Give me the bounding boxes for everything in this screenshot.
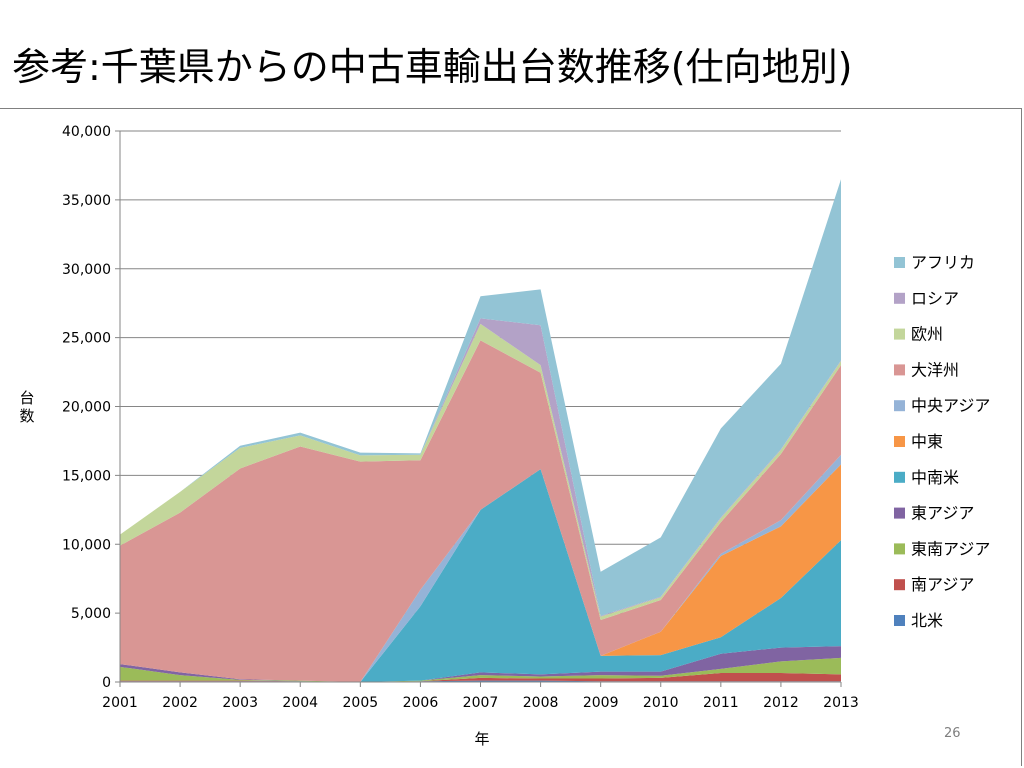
area-series-2 (120, 657, 841, 682)
legend-label-10: 北米 (911, 611, 943, 630)
x-tick-label-5: 2006 (403, 695, 439, 711)
legend-label-0: アフリカ (911, 253, 975, 272)
x-tick-label-11: 2012 (763, 695, 799, 711)
legend-swatch-0 (894, 257, 905, 268)
y-tick-label-3: 15,000 (62, 468, 111, 484)
y-tick-label-1: 5,000 (71, 606, 111, 622)
chart-frame (0, 108, 1022, 766)
x-tick-label-8: 2009 (583, 695, 619, 711)
area-series-7 (120, 340, 841, 682)
x-axis-title: 年 (474, 730, 489, 748)
area-series-1 (120, 673, 841, 682)
y-axis-title-char-0: 台 (19, 389, 34, 407)
legend-swatch-1 (894, 292, 905, 304)
legend-swatch-3 (894, 364, 905, 376)
legend-label-8: 東南アジア (911, 539, 990, 558)
area-series-3 (120, 646, 841, 682)
x-tick-label-3: 2004 (282, 695, 318, 711)
legend-swatch-10 (894, 615, 905, 626)
legend-label-6: 中南米 (911, 468, 959, 487)
legend-label-7: 東アジア (911, 504, 974, 523)
legend-swatch-4 (894, 400, 905, 412)
legend-swatch-9 (894, 579, 905, 591)
area-series-group (120, 179, 841, 682)
legend-label-2: 欧州 (911, 325, 943, 344)
axes (115, 130, 842, 687)
legend-swatch-5 (894, 436, 905, 447)
y-tick-label-5: 25,000 (62, 331, 111, 347)
y-tick-label-0: 0 (102, 675, 111, 691)
page-number: 26 (944, 726, 961, 741)
x-tick-label-7: 2008 (523, 695, 559, 711)
legend-label-4: 中央アジア (911, 396, 990, 415)
tick-labels: 0 5,000 10,000 15,000 20,000 25,000 30,000 35,0… (62, 124, 859, 711)
x-tick-label-2: 2003 (222, 695, 258, 711)
legend-swatch-2 (894, 328, 905, 340)
legend-label-9: 南アジア (911, 575, 974, 594)
x-tick-label-9: 2010 (643, 695, 679, 711)
x-tick-label-0: 2001 (102, 695, 138, 711)
y-tick-label-7: 35,000 (62, 193, 111, 209)
legend-label-1: ロシア (911, 289, 959, 308)
y-tick-label-2: 10,000 (62, 537, 111, 553)
slide-title: 参考:千葉県からの中古車輸出台数推移(仕向地別) (12, 45, 853, 89)
x-tick-label-6: 2007 (463, 695, 499, 711)
area-series-4 (120, 469, 841, 682)
y-axis-title-char-1: 数 (19, 407, 34, 425)
x-tick-label-1: 2002 (162, 695, 198, 711)
y-tick-label-6: 30,000 (62, 262, 111, 278)
y-axis-title: 台数 (19, 389, 34, 425)
x-tick-label-10: 2011 (703, 695, 739, 711)
legend-label-3: 大洋州 (911, 360, 959, 379)
y-tick-label-4: 20,000 (62, 400, 111, 416)
legend-swatch-8 (894, 543, 905, 555)
x-tick-label-12: 2013 (823, 695, 859, 711)
legend-swatch-7 (894, 507, 905, 519)
legend-swatch-6 (894, 471, 905, 483)
x-tick-label-4: 2005 (343, 695, 379, 711)
legend-label-5: 中東 (911, 432, 943, 451)
y-tick-label-8: 40,000 (62, 124, 111, 140)
